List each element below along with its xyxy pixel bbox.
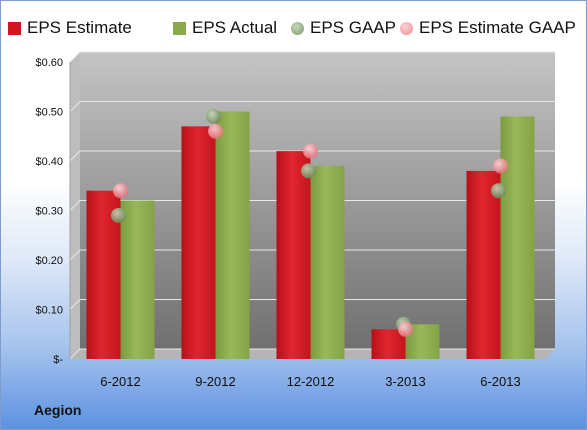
- x-tick-label: 6-2013: [480, 374, 520, 389]
- bar-eps-actual: [215, 111, 250, 359]
- x-tick-label: 9-2012: [195, 374, 235, 389]
- marker-eps-estimate-gaap: [208, 123, 223, 139]
- marker-eps-estimate-gaap: [113, 183, 128, 199]
- legend-item-eps-estimate-gaap: EPS Estimate GAAP: [400, 16, 576, 40]
- company-label: Aegion: [34, 402, 82, 418]
- marker-eps-gaap: [301, 163, 316, 179]
- gridline: [69, 299, 555, 310]
- marker-eps-estimate-gaap: [493, 158, 508, 174]
- legend-label-eps-actual: EPS Actual: [192, 18, 278, 37]
- legend-item-eps-estimate: EPS Estimate: [8, 16, 132, 40]
- gridline: [69, 51, 555, 63]
- y-tick-label: $0.50: [35, 107, 63, 119]
- bar-eps-actual: [500, 116, 535, 359]
- y-tick-label: $0.60: [35, 57, 63, 69]
- legend-dot-eps-gaap: [291, 21, 304, 35]
- marker-eps-estimate-gaap: [303, 143, 318, 159]
- bar-eps-estimate: [276, 151, 311, 359]
- bar-eps-actual: [310, 165, 345, 359]
- bar-eps-actual: [120, 200, 155, 359]
- gridline: [69, 101, 555, 112]
- legend-label-eps-gaap: EPS GAAP: [310, 18, 396, 37]
- marker-eps-gaap: [111, 207, 126, 223]
- legend-label-eps-estimate: EPS Estimate: [27, 18, 132, 37]
- legend-swatch-eps-actual: [173, 21, 186, 35]
- marker-eps-gaap: [206, 108, 221, 124]
- x-tick-label: 12-2012: [287, 374, 335, 389]
- y-tick-label: $0.40: [35, 156, 63, 168]
- marker-eps-gaap: [491, 183, 506, 199]
- x-tick-label: 6-2012: [100, 374, 140, 389]
- bar-eps-estimate: [371, 329, 406, 359]
- gridline: [69, 200, 555, 211]
- gridline: [69, 150, 555, 162]
- gridline: [69, 249, 555, 261]
- bar-eps-estimate: [181, 126, 216, 359]
- y-tick-label: $0.30: [35, 206, 63, 218]
- legend: EPS Estimate EPS Actual EPS GAAP EPS Est…: [0, 0, 587, 56]
- legend-label-eps-estimate-gaap: EPS Estimate GAAP: [419, 18, 576, 37]
- legend-item-eps-actual: EPS Actual: [173, 16, 277, 40]
- y-tick-label: $0.20: [35, 255, 63, 267]
- legend-dot-eps-estimate-gaap: [400, 21, 413, 35]
- x-tick-label: 3-2013: [385, 374, 425, 389]
- marker-eps-estimate-gaap: [398, 321, 413, 337]
- legend-item-eps-gaap: EPS GAAP: [291, 16, 396, 40]
- y-tick-label: $-: [53, 354, 63, 366]
- y-tick-label: $0.10: [35, 305, 63, 317]
- bar-eps-estimate: [466, 170, 501, 359]
- legend-swatch-eps-estimate: [8, 21, 21, 35]
